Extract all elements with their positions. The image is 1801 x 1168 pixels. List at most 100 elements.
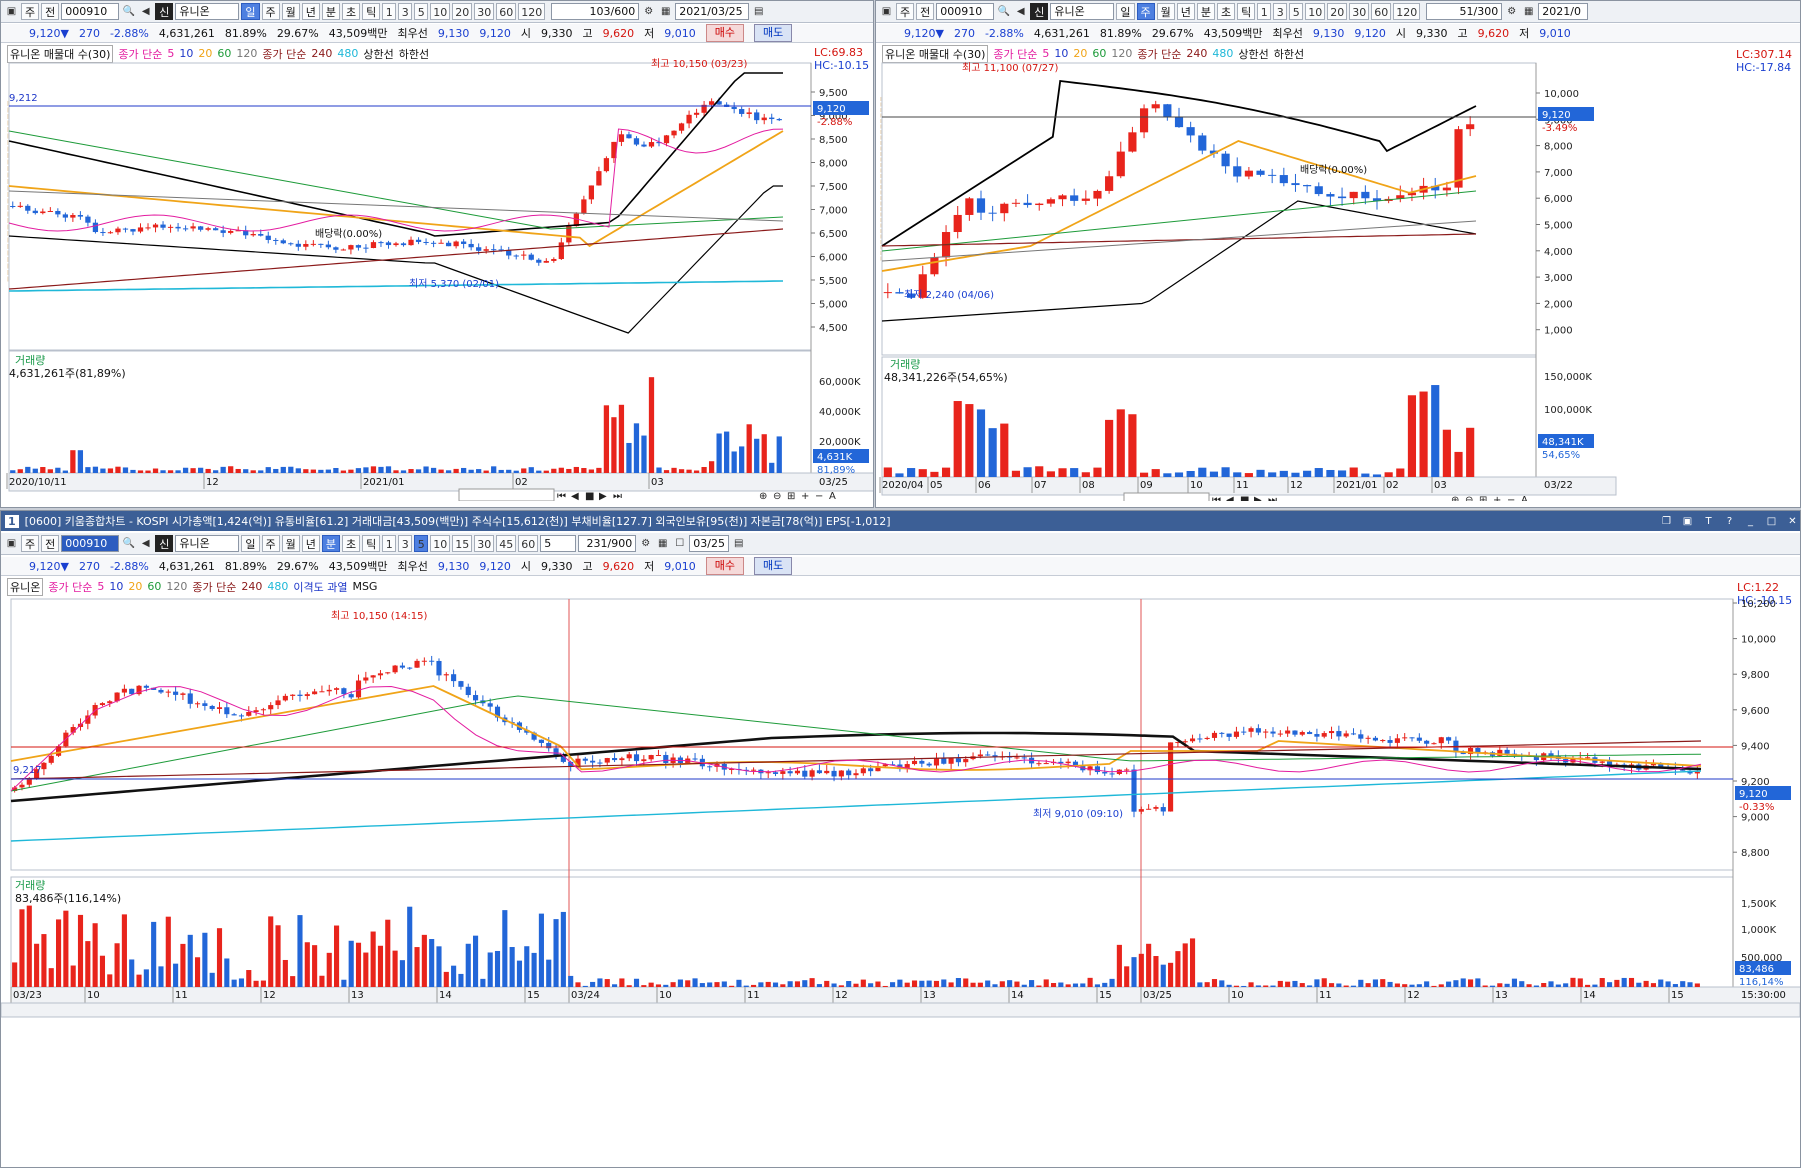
window-icon[interactable]: ▣	[6, 6, 17, 17]
prev-button[interactable]: 전	[41, 3, 60, 20]
min-30[interactable]: 30	[474, 535, 495, 552]
num-5[interactable]: 5	[414, 3, 429, 20]
help-icon[interactable]: ?	[1726, 515, 1733, 527]
buy-button[interactable]: 매수	[705, 24, 744, 42]
stock-type-select[interactable]: 주	[21, 3, 40, 20]
date-field[interactable]: 2021/03/25	[675, 3, 750, 20]
save-icon[interactable]: ▦	[658, 538, 668, 549]
pin-icon[interactable]: ▣	[1682, 515, 1693, 527]
legend-name[interactable]: 유니온	[7, 577, 44, 596]
prev-button[interactable]: 전	[41, 535, 60, 552]
date-field[interactable]: 03/25	[689, 535, 730, 552]
legend-msg[interactable]: MSG	[352, 580, 378, 593]
legend-ma2[interactable]: 종가 단순	[1137, 47, 1182, 61]
period-day[interactable]: 일	[1116, 3, 1135, 20]
buy-button[interactable]: 매수	[705, 557, 744, 575]
min-10[interactable]: 10	[430, 535, 451, 552]
num-3[interactable]: 3	[398, 3, 413, 20]
num-30[interactable]: 30	[1349, 3, 1370, 20]
font-icon[interactable]: T	[1705, 515, 1712, 527]
code-input[interactable]: 000910	[61, 535, 120, 552]
legend-mam[interactable]: 유니온 매물대 수(30)	[7, 44, 114, 63]
code-input[interactable]: 000910	[61, 3, 120, 20]
min-15[interactable]: 15	[452, 535, 473, 552]
period-tick[interactable]: 틱	[362, 535, 381, 552]
maximize-icon[interactable]: □	[1766, 515, 1777, 527]
period-year[interactable]: 년	[301, 535, 320, 552]
checkbox-icon[interactable]: ☐	[675, 538, 685, 549]
sell-button[interactable]: 매도	[754, 557, 793, 575]
count-field[interactable]: 51/300	[1426, 3, 1503, 20]
prev-button[interactable]: 전	[916, 3, 935, 20]
period-minute[interactable]: 분	[321, 535, 340, 552]
weekly-chart-area[interactable]: 10,0009,0008,0007,0006,0005,0004,0003,00…	[876, 1, 1800, 501]
num-10[interactable]: 10	[430, 3, 451, 20]
period-week[interactable]: 주	[1136, 3, 1155, 20]
chart-settings-icon[interactable]: ⚙	[1507, 6, 1517, 17]
min-45[interactable]: 45	[496, 535, 517, 552]
save-icon[interactable]: ▦	[661, 6, 671, 17]
period-second[interactable]: 초	[342, 535, 361, 552]
period-month[interactable]: 월	[281, 535, 300, 552]
period-minute[interactable]: 분	[1196, 3, 1215, 20]
search-icon[interactable]: 🔍	[122, 538, 135, 549]
period-year[interactable]: 년	[301, 3, 320, 20]
period-month[interactable]: 월	[281, 3, 300, 20]
period-day[interactable]: 일	[241, 535, 260, 552]
num-10[interactable]: 10	[1305, 3, 1326, 20]
num-20[interactable]: 20	[452, 3, 473, 20]
num-120[interactable]: 120	[518, 3, 546, 20]
chart-settings-icon[interactable]: ⚙	[644, 6, 654, 17]
min-5[interactable]: 5	[414, 535, 429, 552]
num-3[interactable]: 3	[1273, 3, 1288, 20]
daily-chart-area[interactable]: 9,500 9,000 8,500 8,000 7,500 7,000 6,500 6,000…	[1, 1, 873, 501]
legend-ma[interactable]: 종가 단순	[118, 47, 163, 61]
save-icon[interactable]: ▦	[1524, 6, 1534, 17]
legend-lower[interactable]: 하한선	[398, 47, 430, 61]
close-icon[interactable]: ✕	[1788, 515, 1797, 527]
calendar-icon[interactable]: ▤	[734, 538, 744, 549]
num-30[interactable]: 30	[474, 3, 495, 20]
legend-disp[interactable]: 이격도 과열	[293, 580, 348, 594]
legend-upper[interactable]: 상한선	[1238, 47, 1269, 61]
legend-ma2[interactable]: 종가 단순	[262, 47, 307, 61]
window-icon[interactable]: ▣	[6, 538, 17, 549]
num-60[interactable]: 60	[1371, 3, 1392, 20]
legend-ma2[interactable]: 종가 단순	[192, 580, 237, 594]
min-1[interactable]: 1	[382, 535, 397, 552]
period-second[interactable]: 초	[1217, 3, 1236, 20]
search-icon[interactable]: 🔍	[122, 6, 135, 17]
legend-mam[interactable]: 유니온 매물대 수(30)	[882, 44, 989, 63]
num-5[interactable]: 5	[1289, 3, 1304, 20]
period-tick[interactable]: 틱	[1237, 3, 1256, 20]
num-1[interactable]: 1	[1257, 3, 1272, 20]
stock-type-select[interactable]: 주	[21, 535, 40, 552]
period-week[interactable]: 주	[261, 3, 280, 20]
legend-upper[interactable]: 상한선	[363, 47, 394, 61]
legend-lower[interactable]: 하한선	[1273, 47, 1305, 61]
window-icon[interactable]: ▣	[881, 6, 892, 17]
num-20[interactable]: 20	[1327, 3, 1348, 20]
num-60[interactable]: 60	[496, 3, 517, 20]
minute-chart-area[interactable]: 10,200 10,000 9,800 9,600 9,400 9,200 9,000 8,8…	[1, 511, 1800, 1161]
code-input[interactable]: 000910	[936, 3, 995, 20]
period-month[interactable]: 월	[1156, 3, 1175, 20]
count-field[interactable]: 231/900	[578, 535, 637, 552]
calendar-icon[interactable]: ▤	[754, 6, 764, 17]
period-second[interactable]: 초	[342, 3, 361, 20]
restore-icon[interactable]: ❐	[1662, 515, 1671, 527]
stock-name-field[interactable]: 유니온	[175, 535, 240, 552]
count-field[interactable]: 103/600	[551, 3, 640, 20]
interval-field[interactable]: 5	[540, 535, 577, 552]
legend-ma[interactable]: 종가 단순	[993, 47, 1038, 61]
period-week[interactable]: 주	[261, 535, 280, 552]
min-3[interactable]: 3	[398, 535, 413, 552]
stock-name-field[interactable]: 유니온	[1050, 3, 1115, 20]
stock-name-field[interactable]: 유니온	[175, 3, 240, 20]
sell-button[interactable]: 매도	[754, 24, 793, 42]
chart-settings-icon[interactable]: ⚙	[641, 538, 651, 549]
num-120[interactable]: 120	[1393, 3, 1421, 20]
min-60[interactable]: 60	[518, 535, 539, 552]
period-minute[interactable]: 분	[321, 3, 340, 20]
sound-icon[interactable]: ◀	[141, 538, 150, 549]
